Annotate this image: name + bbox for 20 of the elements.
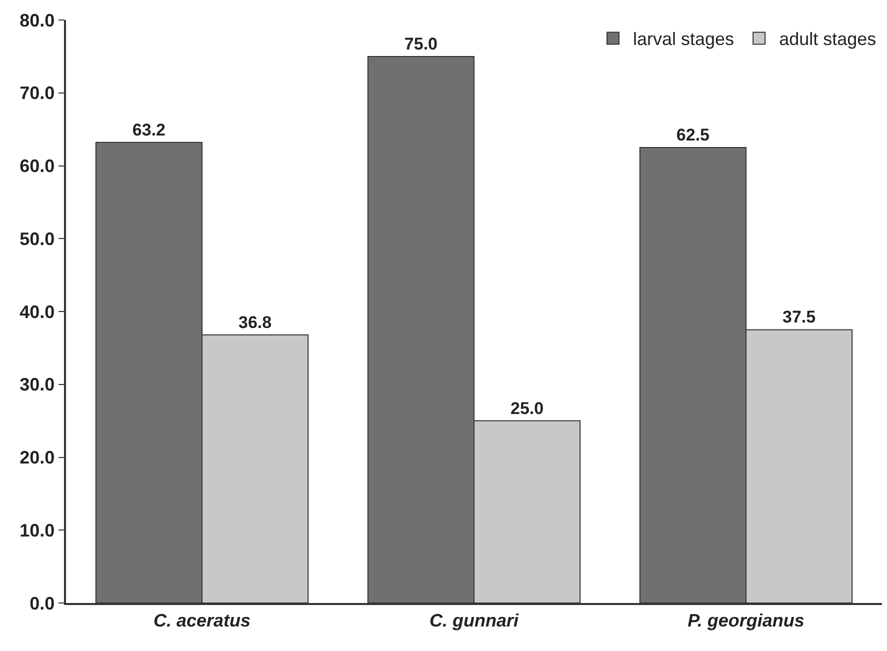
y-tick-label: 70.0 (20, 83, 55, 104)
y-tick-label: 80.0 (20, 10, 55, 30)
data-label: 63.2 (132, 120, 166, 140)
x-tick-label: P. georgianus (688, 610, 804, 630)
legend-label: larval stages (633, 29, 734, 50)
y-tick-label: 30.0 (20, 374, 55, 395)
data-label: 36.8 (238, 312, 272, 332)
legend-label: adult stages (779, 29, 876, 50)
data-label: 25.0 (510, 398, 544, 418)
y-tick-label: 40.0 (20, 302, 55, 322)
y-tick-label: 60.0 (20, 156, 55, 176)
x-tick-label: C. aceratus (153, 610, 251, 630)
data-label: 62.5 (676, 126, 710, 145)
data-label: 37.5 (782, 308, 816, 327)
y-tick-label: 50.0 (20, 228, 55, 249)
y-tick-label: 0.0 (30, 593, 55, 614)
y-tick-label: 20.0 (20, 448, 55, 468)
data-label: 75.0 (404, 34, 438, 54)
x-tick-label: C. gunnari (430, 610, 520, 630)
y-tick-label: 10.0 (20, 520, 55, 540)
